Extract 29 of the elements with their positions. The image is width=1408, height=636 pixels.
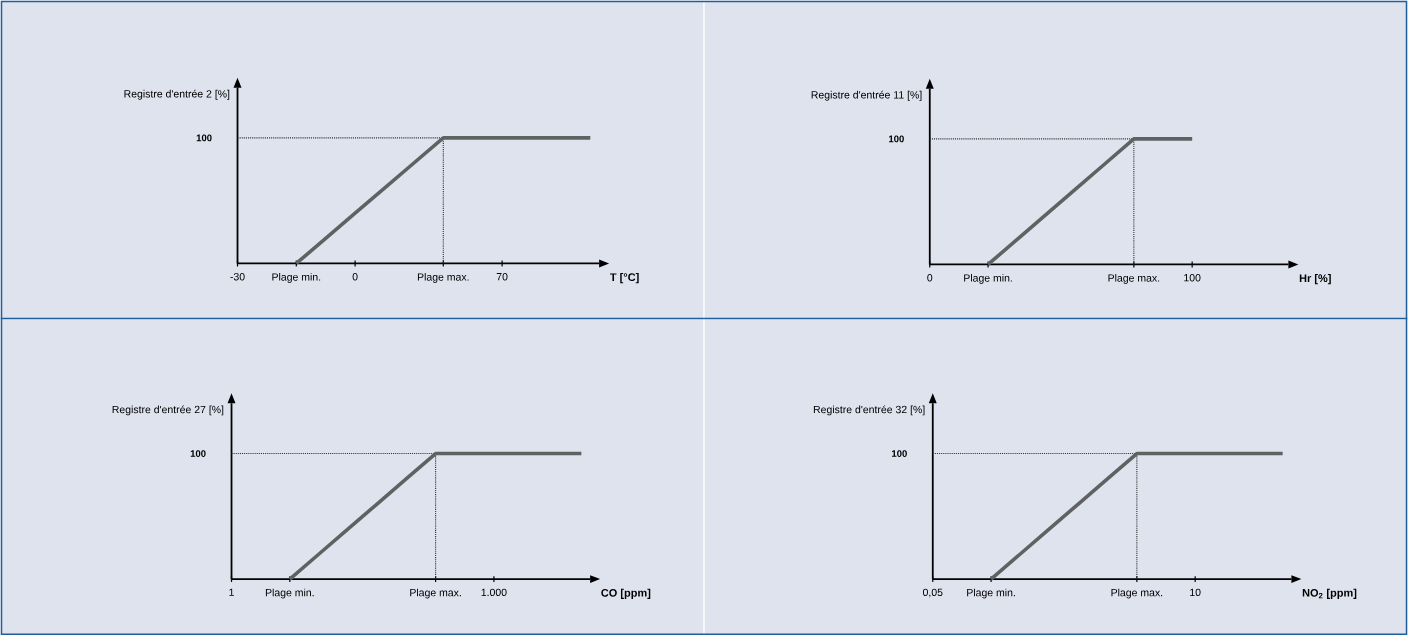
x-tick-label: 10: [1190, 588, 1201, 597]
y-axis-title: Registre d'entrée 27 [%]: [112, 405, 224, 416]
y-axis-title: Registre d'entrée 11 [%]: [811, 90, 922, 101]
x-tick-label: Plage max.: [1108, 274, 1160, 284]
x-axis-title: CO [ppm]: [601, 588, 651, 599]
x-tick-label: 100: [1184, 274, 1201, 282]
x-tick-label: Plage max.: [410, 588, 461, 599]
x-tick-label: Plage min.: [964, 274, 1012, 284]
x-tick-label: 0: [352, 273, 358, 281]
x-tick-label: 1.000: [481, 588, 507, 597]
x-tick-label: 1: [229, 588, 234, 596]
x-axis-title: T [°C]: [610, 273, 639, 284]
x-tick-label: 0,05: [922, 588, 943, 598]
x-tick-label: -30: [230, 273, 245, 281]
x-axis-title: Hr [%]: [1299, 274, 1331, 285]
x-tick-label: Plage min.: [967, 588, 1015, 599]
text: 100: [190, 450, 206, 457]
y-axis-title: Registre d'entrée 2 [%]: [124, 89, 230, 100]
x-tick-label: Plage max.: [1111, 588, 1163, 599]
text: 100: [892, 450, 907, 457]
x-tick-label: Plage min.: [265, 588, 314, 599]
x-tick-label: 0: [927, 274, 933, 282]
text: 100: [889, 135, 904, 143]
x-tick-label: 70: [496, 273, 508, 281]
x-tick-label: Plage min.: [272, 273, 321, 283]
y-axis-title: Registre d'entrée 32 [%]: [813, 405, 925, 416]
text: 100: [196, 134, 212, 142]
x-tick-label: Plage max.: [417, 273, 469, 283]
x-axis-title: NO$_{2}$ [ppm]: [1302, 588, 1357, 599]
